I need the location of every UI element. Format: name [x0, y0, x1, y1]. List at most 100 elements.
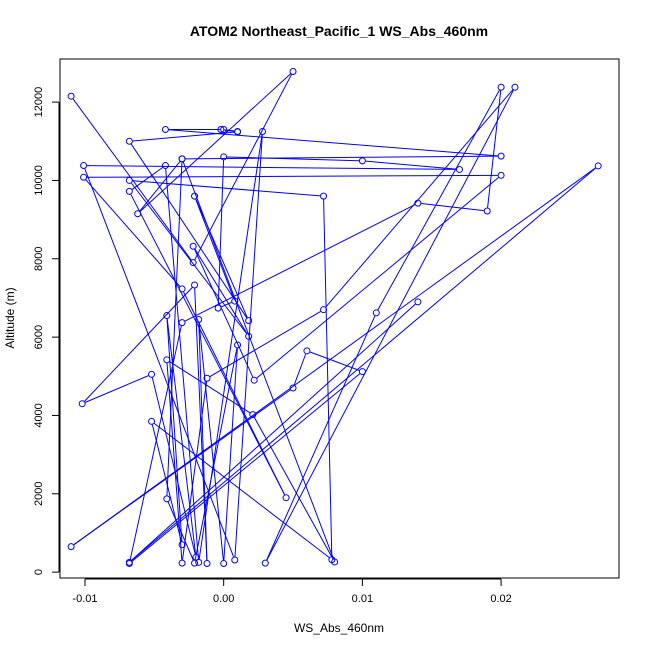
series-segment — [224, 129, 235, 132]
series-segment — [168, 129, 498, 157]
data-point — [331, 558, 339, 566]
data-point — [191, 559, 199, 567]
data-point — [289, 68, 297, 76]
series-segment — [194, 348, 238, 560]
data-point — [163, 312, 171, 320]
data-point — [161, 126, 169, 134]
series-segment — [131, 182, 247, 334]
data-point — [282, 494, 290, 502]
data-point — [245, 332, 253, 340]
data-point — [178, 541, 186, 549]
data-point — [455, 165, 463, 173]
series-segment — [132, 180, 321, 197]
y-tick-label: 10000 — [33, 165, 45, 196]
series-segment — [256, 177, 499, 379]
series-segment — [166, 318, 197, 554]
series-segment — [166, 363, 183, 560]
series-segment — [266, 315, 376, 561]
series-segment — [323, 199, 333, 557]
series-segment — [86, 165, 457, 170]
series-segment — [85, 375, 149, 403]
series-segment — [182, 381, 208, 560]
data-point — [178, 319, 186, 327]
x-axis-label: WS_Abs_460nm — [294, 621, 384, 635]
data-point — [125, 176, 133, 184]
data-point — [231, 556, 239, 564]
series-segment — [365, 160, 457, 170]
data-point — [217, 126, 225, 134]
data-point — [220, 560, 228, 568]
data-point — [163, 356, 171, 364]
series-segment — [129, 325, 182, 561]
y-tick-label: 12000 — [33, 87, 45, 118]
series-segment — [194, 249, 254, 378]
series-segment — [209, 310, 321, 377]
data-point — [178, 155, 186, 163]
data-point — [259, 127, 267, 135]
series-segment — [184, 204, 416, 322]
data-point — [497, 152, 505, 160]
series-segment — [198, 322, 224, 561]
series-segment — [85, 179, 181, 287]
y-tick-label: 2000 — [33, 482, 45, 506]
data-point — [178, 285, 186, 293]
series-segment — [217, 160, 225, 305]
data-point — [125, 137, 133, 145]
data-point — [191, 281, 199, 289]
data-point — [203, 374, 211, 382]
series-segment — [167, 501, 194, 561]
data-point — [497, 83, 505, 91]
data-point — [80, 162, 88, 170]
series-segment — [131, 167, 596, 561]
data-point — [289, 384, 297, 392]
series-segment — [325, 89, 514, 308]
data-point — [261, 559, 269, 567]
data-point — [303, 347, 311, 355]
data-point — [320, 306, 328, 314]
series-segment — [166, 162, 183, 496]
series-segment — [293, 353, 307, 386]
data-point — [134, 210, 142, 218]
data-point — [148, 370, 156, 378]
data-point — [178, 559, 186, 567]
series-segment — [139, 73, 291, 212]
data-point — [161, 162, 169, 170]
series-lines — [72, 73, 596, 562]
data-point — [220, 126, 228, 134]
x-tick-label: -0.01 — [72, 593, 97, 605]
series-segment — [132, 131, 235, 142]
data-point — [78, 400, 86, 408]
data-point — [148, 417, 156, 425]
series-segment — [73, 167, 596, 546]
data-point — [125, 558, 133, 566]
y-tick-label: 0 — [33, 569, 45, 575]
data-point — [189, 259, 197, 267]
data-point — [195, 315, 203, 323]
series-segment — [234, 134, 263, 557]
data-point — [358, 368, 366, 376]
y-axis-label: Altitude (m) — [3, 287, 17, 348]
data-point — [189, 242, 197, 250]
data-point — [203, 560, 211, 568]
chart-title: ATOM2 Northeast_Pacific_1 WS_Abs_460nm — [190, 23, 488, 39]
y-tick-label: 4000 — [33, 403, 45, 427]
series-segment — [84, 168, 235, 557]
y-axis: 0 2000 4000 6000 8000 10000 12000 — [33, 87, 60, 575]
x-tick-label: 0.01 — [352, 593, 373, 605]
series-segment — [169, 361, 251, 414]
series-segment — [131, 303, 416, 561]
series-segment — [182, 161, 334, 559]
series-segment — [421, 203, 484, 212]
series-segment — [194, 248, 248, 334]
series-segment — [84, 287, 193, 402]
x-tick-label: 0.00 — [213, 593, 234, 605]
series-segment — [487, 90, 502, 208]
data-point — [220, 153, 228, 161]
series-segment — [227, 156, 360, 162]
data-point — [245, 317, 253, 325]
data-point — [358, 157, 366, 165]
data-point — [67, 543, 75, 551]
series-segment — [130, 194, 285, 495]
data-point — [234, 341, 242, 349]
